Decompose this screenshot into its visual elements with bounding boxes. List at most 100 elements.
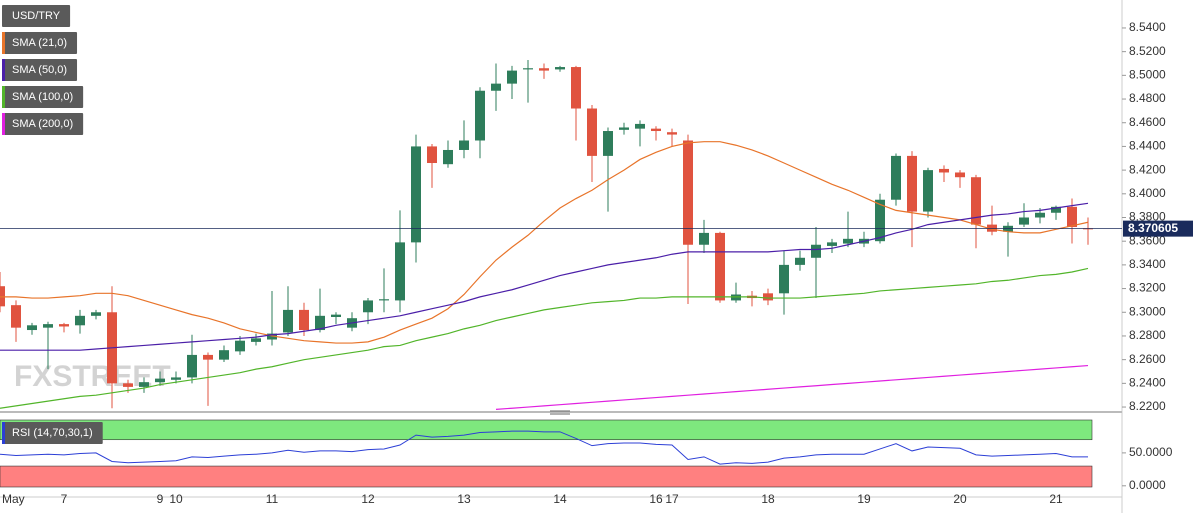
candle-body bbox=[219, 350, 229, 360]
candle-body bbox=[507, 70, 517, 84]
candle-body bbox=[363, 300, 373, 313]
y-tick-label: 8.5400 bbox=[1129, 20, 1166, 34]
legend-label: SMA (21,0) bbox=[12, 37, 67, 49]
x-tick-label: 9 bbox=[157, 492, 164, 506]
x-tick-label: 18 bbox=[761, 492, 775, 506]
candle-body bbox=[75, 315, 85, 326]
candle-body bbox=[1035, 212, 1045, 218]
x-tick-label: 11 bbox=[266, 492, 279, 506]
current-price-label: 8.370605 bbox=[1128, 221, 1178, 235]
x-tick-label: 14 bbox=[553, 492, 567, 506]
candle-body bbox=[123, 383, 133, 387]
candle-body bbox=[251, 338, 261, 342]
x-tick-label: 20 bbox=[953, 492, 967, 506]
x-tick-label: 12 bbox=[361, 492, 375, 506]
candle-body bbox=[139, 382, 149, 387]
candle-body bbox=[187, 354, 197, 378]
legend-swatch bbox=[2, 113, 5, 135]
sma-line bbox=[0, 267, 1089, 409]
x-tick-label: 16 bbox=[649, 492, 663, 506]
legend-label: SMA (100,0) bbox=[12, 91, 73, 103]
legend-swatch bbox=[2, 59, 5, 81]
legend-swatch bbox=[2, 422, 5, 444]
x-tick-label: 21 bbox=[1049, 492, 1063, 506]
candle-body bbox=[603, 131, 613, 156]
candle-body bbox=[1067, 206, 1077, 227]
candle-body bbox=[43, 324, 53, 328]
candle-body bbox=[875, 199, 885, 242]
candle-body bbox=[59, 324, 69, 327]
candle-body bbox=[235, 340, 245, 352]
legend-box bbox=[2, 59, 78, 81]
y-tick-label: 8.3200 bbox=[1129, 281, 1166, 295]
legend-box bbox=[2, 113, 84, 135]
candle-body bbox=[411, 146, 421, 243]
legend-label: SMA (200,0) bbox=[12, 118, 73, 130]
legend-box bbox=[2, 32, 78, 54]
x-tick-label: 19 bbox=[857, 492, 871, 506]
legend-box bbox=[2, 86, 84, 108]
candle-body bbox=[827, 242, 837, 246]
candle-body bbox=[779, 264, 789, 294]
y-tick-label: 8.3000 bbox=[1129, 304, 1166, 318]
candle-body bbox=[379, 299, 389, 301]
candle-body bbox=[651, 128, 661, 132]
y-tick-label: 8.4800 bbox=[1129, 91, 1166, 105]
candle-body bbox=[11, 305, 21, 328]
legend-swatch bbox=[2, 32, 5, 54]
candle-body bbox=[299, 309, 309, 331]
y-tick-label: 8.2200 bbox=[1129, 399, 1166, 413]
y-tick-label: 8.5000 bbox=[1129, 68, 1166, 82]
candle-body bbox=[667, 132, 677, 135]
candle-body bbox=[571, 67, 581, 109]
legend-label: RSI (14,70,30,1) bbox=[12, 427, 93, 439]
x-tick-label: 13 bbox=[457, 492, 471, 506]
sma-line bbox=[0, 202, 1089, 351]
candle-body bbox=[619, 127, 629, 130]
current-price-box bbox=[1123, 220, 1193, 237]
x-tick-label: 17 bbox=[665, 492, 679, 506]
candle-body bbox=[715, 232, 725, 301]
candle-body bbox=[171, 377, 181, 380]
candle-body bbox=[27, 325, 37, 331]
candle-body bbox=[699, 232, 709, 245]
legend-swatch bbox=[2, 86, 5, 108]
candle-body bbox=[987, 224, 997, 232]
legend-label: SMA (50,0) bbox=[12, 64, 67, 76]
candle-body bbox=[443, 149, 453, 165]
legend-label: USD/TRY bbox=[12, 10, 61, 22]
rsi-line bbox=[0, 430, 1088, 465]
y-tick-label: 8.3600 bbox=[1129, 233, 1166, 247]
x-tick-label: May bbox=[2, 492, 25, 506]
y-tick-label: 8.2800 bbox=[1129, 328, 1166, 342]
y-tick-label: 8.4400 bbox=[1129, 139, 1166, 153]
overbought-zone bbox=[0, 419, 1093, 441]
candle-body bbox=[843, 238, 853, 244]
candle-body bbox=[539, 68, 549, 71]
candle-body bbox=[683, 140, 693, 245]
y-tick-label: 8.2400 bbox=[1129, 376, 1166, 390]
y-tick-label: 8.4600 bbox=[1129, 115, 1166, 129]
candle-body bbox=[955, 172, 965, 178]
candle-body bbox=[763, 293, 773, 301]
y-tick-label: 8.3800 bbox=[1129, 210, 1166, 224]
candle-body bbox=[971, 177, 981, 225]
candle-body bbox=[475, 90, 485, 141]
candle-body bbox=[811, 244, 821, 258]
x-tick-label: 10 bbox=[169, 492, 183, 506]
candle-body bbox=[891, 155, 901, 200]
candle-body bbox=[923, 170, 933, 212]
candle-body bbox=[555, 67, 565, 70]
sma-line bbox=[495, 364, 1089, 411]
y-tick-label: 0.0000 bbox=[1129, 478, 1166, 492]
candle-body bbox=[427, 146, 437, 164]
candle-body bbox=[331, 314, 341, 318]
candle-body bbox=[523, 68, 533, 70]
candle-body bbox=[203, 354, 213, 360]
oversold-zone bbox=[0, 465, 1093, 488]
candle-body bbox=[491, 83, 501, 91]
y-tick-label: 8.2600 bbox=[1129, 352, 1166, 366]
sma-line bbox=[0, 141, 1089, 344]
